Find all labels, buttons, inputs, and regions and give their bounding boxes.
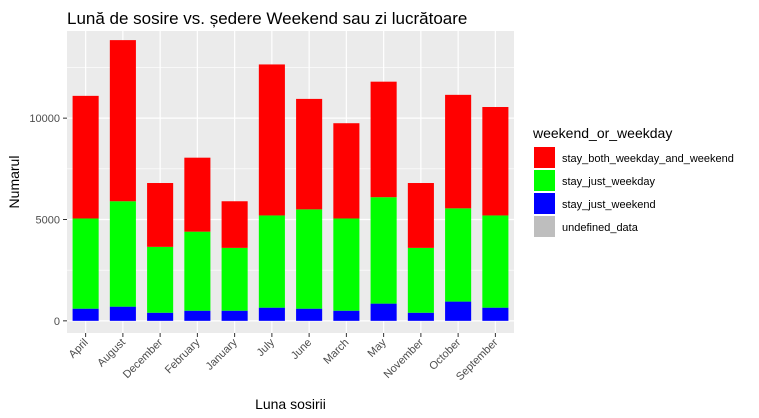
legend-label-stay_just_weekend: stay_just_weekend xyxy=(562,199,656,211)
bar-stay_both_weekday_and_weekend-September xyxy=(482,107,509,216)
bar-stay_just_weekday-January xyxy=(221,247,248,311)
bar-stay_just_weekend-October xyxy=(445,301,472,321)
bar-stay_just_weekday-June xyxy=(296,209,323,309)
x-tick-label: January xyxy=(204,336,241,373)
bar-stay_both_weekday_and_weekend-April xyxy=(72,95,99,219)
x-tick-label: December xyxy=(121,336,166,381)
legend-key-stay_just_weekend xyxy=(534,193,555,214)
plot-panel xyxy=(67,31,514,333)
bar-stay_just_weekday-July xyxy=(258,215,285,308)
chart-title: Lună de sosire vs. ședere Weekend sau zi… xyxy=(67,9,467,28)
bar-stay_both_weekday_and_weekend-May xyxy=(370,81,397,198)
legend-label-undefined_data: undefined_data xyxy=(562,222,639,234)
bar-stay_both_weekday_and_weekend-June xyxy=(296,98,323,210)
bar-stay_just_weekday-February xyxy=(184,231,211,311)
bar-stay_both_weekday_and_weekend-January xyxy=(221,201,248,248)
legend: weekend_or_weekday stay_both_weekday_and… xyxy=(532,125,734,237)
x-tick-label: May xyxy=(366,336,390,360)
x-axis-title: Luna sosirii xyxy=(255,396,326,412)
bar-stay_just_weekend-August xyxy=(109,306,136,321)
bar-stay_just_weekday-April xyxy=(72,218,99,309)
x-tick-label: February xyxy=(163,336,203,376)
x-tick-label: March xyxy=(321,337,351,367)
bar-stay_just_weekday-October xyxy=(445,208,472,302)
bar-stay_both_weekday_and_weekend-March xyxy=(333,123,360,219)
x-tick-label: April xyxy=(67,337,91,361)
bar-stay_just_weekday-November xyxy=(407,247,434,313)
bar-stay_just_weekend-September xyxy=(482,307,509,321)
legend-key-stay_just_weekday xyxy=(534,170,555,191)
y-axis-title: Numarul xyxy=(6,156,22,209)
bar-stay_just_weekend-June xyxy=(296,308,323,321)
bar-stay_just_weekend-May xyxy=(370,303,397,321)
bar-stay_just_weekend-February xyxy=(184,310,211,321)
bar-stay_just_weekday-December xyxy=(147,246,174,313)
x-tick-label: November xyxy=(382,336,427,381)
y-tick-label: 5000 xyxy=(36,214,60,226)
legend-label-stay_just_weekday: stay_just_weekday xyxy=(562,176,655,188)
x-tick-label: October xyxy=(427,336,463,372)
bar-stay_both_weekday_and_weekend-November xyxy=(407,183,434,248)
x-tick-label: June xyxy=(289,337,314,362)
bar-stay_just_weekday-May xyxy=(370,197,397,304)
bar-stay_just_weekend-January xyxy=(221,310,248,321)
bar-stay_both_weekday_and_weekend-July xyxy=(258,64,285,216)
bar-stay_just_weekend-December xyxy=(147,312,174,321)
bar-stay_both_weekday_and_weekend-December xyxy=(147,183,174,247)
bar-stay_both_weekday_and_weekend-February xyxy=(184,157,211,232)
x-tick-label: August xyxy=(95,337,128,370)
y-axis: 0 5000 10000 xyxy=(29,113,67,328)
legend-label-stay_both_weekday_and_weekend: stay_both_weekday_and_weekend xyxy=(562,153,734,165)
bars xyxy=(72,40,509,321)
x-tick-label: July xyxy=(255,336,278,359)
legend-key-undefined_data xyxy=(534,216,555,237)
y-tick-label: 10000 xyxy=(29,113,60,125)
minor-gridlines xyxy=(67,67,514,271)
bar-stay_both_weekday_and_weekend-August xyxy=(109,40,136,202)
bar-stay_both_weekday_and_weekend-October xyxy=(445,94,472,209)
y-tick-label: 0 xyxy=(54,316,60,328)
legend-key-stay_both_weekday_and_weekend xyxy=(534,147,555,168)
bar-stay_just_weekday-September xyxy=(482,215,509,308)
bar-stay_just_weekend-July xyxy=(258,307,285,321)
bar-stay_just_weekend-April xyxy=(72,308,99,321)
bar-stay_just_weekend-March xyxy=(333,310,360,321)
legend-title: weekend_or_weekday xyxy=(532,125,672,141)
bar-stay_just_weekday-March xyxy=(333,218,360,311)
bar-stay_just_weekend-November xyxy=(407,312,434,321)
bar-stay_just_weekday-August xyxy=(109,201,136,307)
